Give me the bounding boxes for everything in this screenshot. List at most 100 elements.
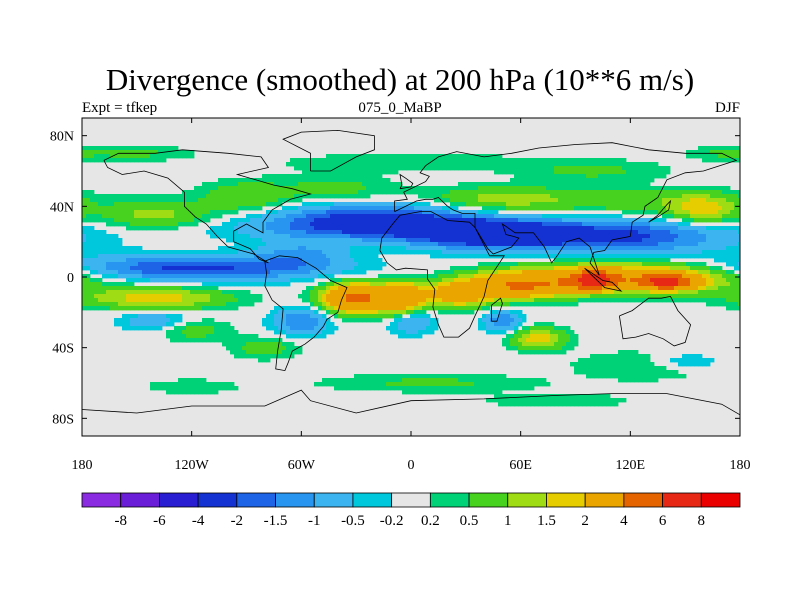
field-cell [350, 162, 355, 167]
field-cell [170, 202, 175, 207]
field-cell [126, 250, 131, 255]
field-cell [94, 258, 99, 263]
field-cell [446, 390, 451, 395]
field-cell [246, 338, 251, 343]
field-cell [414, 294, 419, 299]
field-cell [358, 166, 363, 171]
field-cell [262, 270, 267, 275]
field-cell [162, 318, 167, 323]
field-cell [402, 238, 407, 243]
field-cell [482, 198, 487, 203]
field-cell [342, 386, 347, 391]
field-cell [142, 146, 147, 151]
field-cell [406, 294, 411, 299]
field-cell [246, 194, 251, 199]
field-cell [122, 306, 127, 311]
field-cell [414, 278, 419, 283]
field-cell [138, 146, 143, 151]
field-cell [82, 218, 87, 223]
field-cell [270, 266, 275, 271]
field-cell [358, 282, 363, 287]
field-cell [302, 194, 307, 199]
field-cell [490, 386, 495, 391]
field-cell [334, 310, 339, 315]
field-cell [246, 198, 251, 203]
field-cell [570, 222, 575, 227]
field-cell [514, 222, 519, 227]
field-cell [290, 214, 295, 219]
field-cell [214, 298, 219, 303]
field-cell [270, 234, 275, 239]
field-cell [406, 318, 411, 323]
field-cell [110, 262, 115, 267]
field-cell [302, 218, 307, 223]
field-cell [238, 298, 243, 303]
field-cell [218, 178, 223, 183]
field-cell [474, 274, 479, 279]
field-cell [122, 146, 127, 151]
field-cell [314, 262, 319, 267]
field-cell [302, 238, 307, 243]
field-cell [330, 274, 335, 279]
field-cell [466, 198, 471, 203]
field-cell [366, 378, 371, 383]
field-cell [498, 194, 503, 199]
field-cell [534, 302, 539, 307]
field-cell [510, 206, 515, 211]
field-cell [158, 274, 163, 279]
field-cell [126, 226, 131, 231]
field-cell [426, 330, 431, 335]
field-cell [422, 186, 427, 191]
field-cell [506, 286, 511, 291]
field-cell [574, 202, 579, 207]
field-cell [274, 230, 279, 235]
field-cell [238, 238, 243, 243]
field-cell [194, 194, 199, 199]
field-cell [138, 254, 143, 259]
field-cell [390, 170, 395, 175]
field-cell [262, 350, 267, 355]
field-cell [94, 262, 99, 267]
field-cell [498, 382, 503, 387]
field-cell [142, 314, 147, 319]
field-cell [326, 202, 331, 207]
field-cell [318, 218, 323, 223]
field-cell [530, 294, 535, 299]
field-cell [414, 234, 419, 239]
field-cell [102, 202, 107, 207]
field-cell [414, 158, 419, 163]
field-cell [318, 286, 323, 291]
field-cell [434, 218, 439, 223]
field-cell [342, 318, 347, 323]
field-cell [554, 338, 559, 343]
field-cell [330, 310, 335, 315]
field-cell [510, 282, 515, 287]
field-cell [342, 182, 347, 187]
field-cell [286, 210, 291, 215]
field-cell [522, 158, 527, 163]
field-cell [222, 270, 227, 275]
field-cell [322, 266, 327, 271]
field-cell [210, 382, 215, 387]
field-cell [410, 382, 415, 387]
field-cell [586, 162, 591, 167]
field-cell [394, 190, 399, 195]
field-cell [530, 278, 535, 283]
field-cell [250, 350, 255, 355]
field-cell [166, 314, 171, 319]
field-cell [298, 206, 303, 211]
field-cell [310, 258, 315, 263]
field-cell [358, 250, 363, 255]
field-cell [506, 270, 511, 275]
field-cell [422, 218, 427, 223]
field-cell [238, 254, 243, 259]
field-cell [234, 270, 239, 275]
field-cell [514, 290, 519, 295]
field-cell [114, 286, 119, 291]
field-cell [546, 170, 551, 175]
field-cell [310, 226, 315, 231]
field-cell [482, 230, 487, 235]
field-cell [402, 302, 407, 307]
field-cell [446, 158, 451, 163]
field-cell [514, 250, 519, 255]
